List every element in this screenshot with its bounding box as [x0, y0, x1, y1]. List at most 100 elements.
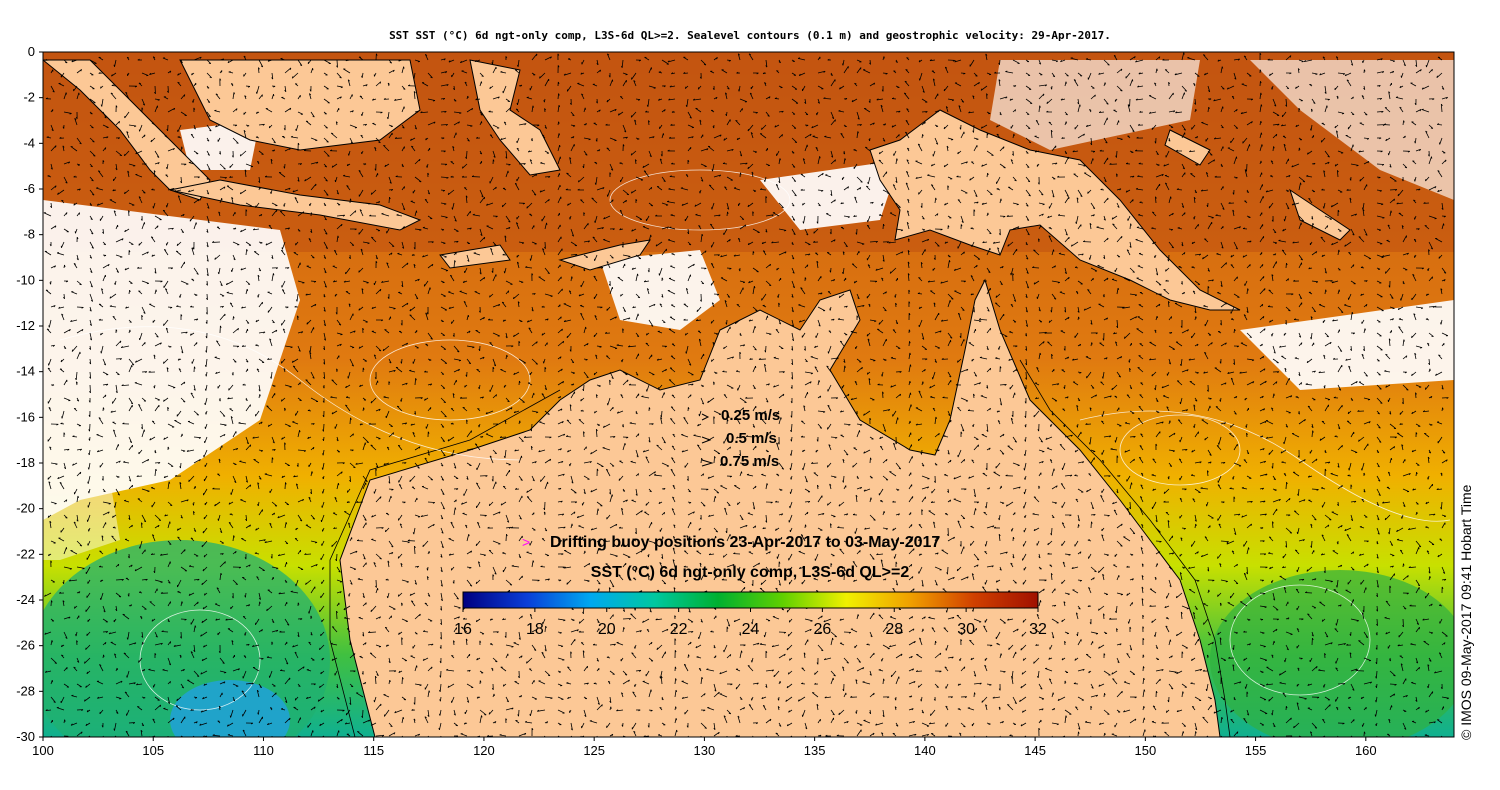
velocity-arrow — [1116, 85, 1123, 92]
velocity-arrow — [1246, 121, 1253, 126]
velocity-arrow — [934, 93, 939, 100]
velocity-arrowhead — [1009, 98, 1012, 101]
velocity-arrowhead — [709, 184, 712, 187]
velocity-arrowhead — [228, 71, 231, 73]
velocity-arrowhead — [1336, 56, 1339, 59]
velocity-arrowhead — [239, 154, 242, 157]
velocity-arrow — [1346, 79, 1352, 87]
velocity-arrowhead — [933, 78, 935, 81]
velocity-arrowhead — [723, 138, 726, 141]
velocity-arrowhead — [479, 152, 483, 155]
velocity-arrow — [817, 70, 826, 74]
velocity-arrow — [1207, 150, 1213, 156]
velocity-arrowhead — [134, 125, 137, 128]
velocity-arrowhead — [595, 101, 598, 104]
velocity-arrow — [256, 85, 260, 94]
velocity-arrowhead — [233, 92, 236, 95]
velocity-arrow — [583, 137, 591, 140]
velocity-arrowhead — [980, 88, 983, 91]
velocity-arrowhead — [550, 56, 552, 59]
velocity-arrowhead — [880, 104, 883, 107]
velocity-arrow — [297, 59, 303, 66]
velocity-arrowhead — [951, 298, 954, 300]
velocity-arrowhead — [1274, 104, 1277, 107]
velocity-arrow — [1402, 59, 1406, 66]
velocity-arrow — [669, 85, 676, 88]
velocity-arrowhead — [1382, 71, 1385, 74]
velocity-arrowhead — [1295, 124, 1298, 128]
velocity-arrowhead — [685, 104, 688, 107]
velocity-arrowhead — [781, 110, 784, 113]
velocity-arrow — [1213, 98, 1222, 102]
velocity-arrowhead — [1042, 203, 1045, 206]
velocity-arrow — [544, 56, 552, 61]
velocity-arrow — [1035, 120, 1040, 126]
velocity-arrow — [1214, 137, 1222, 140]
velocity-arrowhead — [290, 135, 294, 138]
velocity-arrowhead — [854, 82, 857, 85]
velocity-arrowhead — [749, 92, 753, 95]
velocity-arrow — [1135, 98, 1144, 101]
velocity-arrowhead — [738, 89, 740, 92]
velocity-arrow — [388, 132, 393, 139]
velocity-arrow — [968, 111, 975, 114]
velocity-arrowhead — [1251, 121, 1253, 124]
velocity-arrowhead — [207, 87, 210, 89]
velocity-arrowhead — [1445, 96, 1448, 99]
velocity-arrowhead — [1379, 137, 1382, 140]
velocity-arrowhead — [442, 137, 445, 140]
velocity-arrow — [1283, 144, 1287, 152]
velocity-arrowhead — [781, 134, 783, 137]
velocity-arrow — [375, 137, 381, 144]
velocity-arrow — [63, 161, 70, 165]
velocity-arrowhead — [110, 92, 113, 95]
velocity-arrowhead — [1240, 112, 1243, 114]
velocity-arrow — [1032, 267, 1040, 269]
velocity-arrow — [699, 119, 702, 126]
velocity-arrow — [921, 98, 928, 103]
velocity-arrow — [700, 59, 707, 66]
velocity-arrowhead — [135, 151, 138, 155]
velocity-arrowhead — [761, 127, 763, 130]
velocity-arrowhead — [972, 95, 975, 98]
velocity-arrowhead — [1107, 64, 1110, 66]
velocity-arrow — [492, 124, 500, 129]
velocity-arrowhead — [59, 136, 62, 139]
velocity-arrowhead — [1113, 54, 1117, 57]
velocity-arrow — [687, 136, 694, 139]
velocity-arrowhead — [1259, 52, 1262, 56]
velocity-arrow — [749, 92, 754, 100]
velocity-arrowhead — [692, 98, 696, 101]
velocity-arrow — [1337, 72, 1345, 75]
velocity-arrowhead — [93, 155, 96, 157]
velocity-arrow — [1272, 111, 1280, 116]
velocity-arrowhead — [1250, 98, 1254, 101]
velocity-arrow — [799, 72, 806, 76]
velocity-arrow — [413, 72, 416, 79]
velocity-arrowhead — [247, 86, 251, 88]
velocity-arrowhead — [599, 69, 601, 72]
velocity-arrow — [383, 145, 390, 152]
velocity-arrow — [162, 57, 169, 61]
velocity-arrowhead — [945, 106, 948, 109]
velocity-arrowhead — [688, 243, 692, 246]
velocity-arrowhead — [715, 96, 718, 100]
velocity-arrowhead — [491, 62, 493, 65]
velocity-arrow — [577, 83, 585, 87]
velocity-arrow — [425, 54, 429, 61]
velocity-arrow — [240, 150, 247, 157]
velocity-arrowhead — [1175, 149, 1179, 152]
velocity-arrow — [1324, 150, 1330, 158]
velocity-arrowhead — [1267, 58, 1270, 61]
velocity-arrowhead — [103, 243, 106, 246]
velocity-arrowhead — [827, 58, 830, 61]
velocity-arrowhead — [1072, 150, 1075, 153]
velocity-arrow — [336, 72, 342, 79]
velocity-arrow — [310, 111, 315, 118]
velocity-arrowhead — [683, 72, 686, 74]
velocity-arrow — [114, 59, 117, 67]
velocity-arrowhead — [416, 110, 419, 113]
velocity-arrowhead — [1065, 113, 1068, 116]
velocity-arrowhead — [1313, 102, 1316, 104]
velocity-arrowhead — [306, 322, 308, 325]
